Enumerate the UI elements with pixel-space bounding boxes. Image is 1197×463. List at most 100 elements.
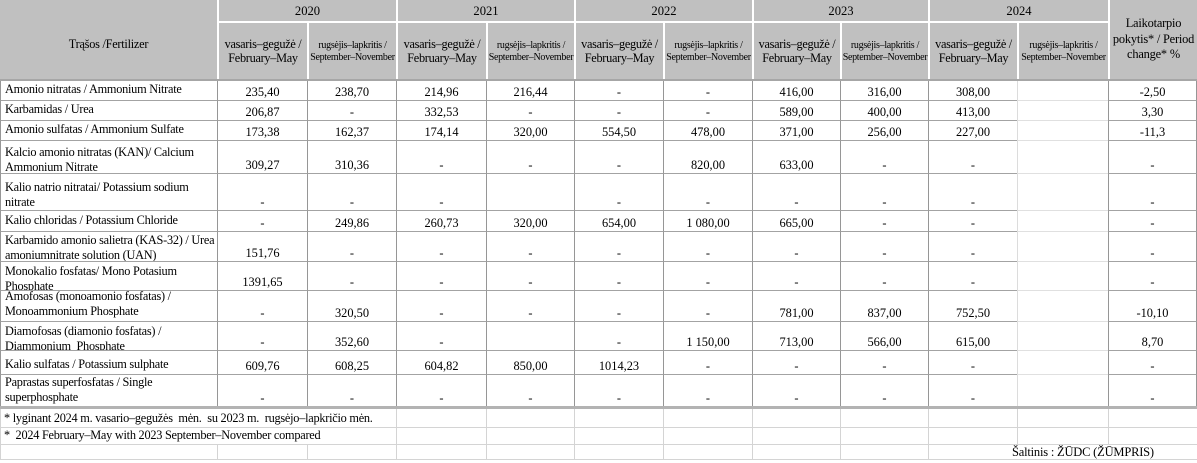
gridline: [663, 444, 664, 459]
value-cell: -: [928, 231, 1017, 261]
value-cell: [1017, 173, 1108, 210]
season-header-2021-sep-nov: rugsėjis–lapkritis / September–November: [486, 23, 574, 79]
value-cell: -: [486, 231, 574, 261]
fertilizer-name: Amofosas (monoamonio fosfatas) / Monoamm…: [0, 290, 217, 321]
season-header-2024-sep-nov: rugsėjis–lapkritis / September–November: [1017, 23, 1108, 79]
value-cell: [486, 173, 574, 210]
value-cell: 173,38: [217, 120, 307, 140]
fertilizer-name: Monokalio fosfatas/ Mono Potasium Phosph…: [0, 261, 217, 290]
value-cell: -: [574, 173, 663, 210]
fertilizer-name: Paprastas superfosfatas / Single superph…: [0, 374, 217, 406]
value-cell: 837,00: [840, 290, 928, 321]
fertilizer-name: Kalio sulfatas / Potassium sulphate: [0, 350, 217, 374]
source-note: Šaltinis : ŽŪDC (ŽŪMPRIS): [1012, 444, 1154, 459]
gridline: [0, 427, 1197, 428]
value-cell: 589,00: [752, 100, 840, 120]
value-cell: -: [486, 290, 574, 321]
season-header-2022-sep-nov: rugsėjis–lapkritis / September–November: [663, 23, 752, 79]
value-cell: 850,00: [486, 350, 574, 374]
value-cell: 554,50: [574, 120, 663, 140]
gridline: [928, 409, 929, 427]
table-footer: * lyginant 2024 m. vasario–gegužės mėn. …: [0, 409, 1197, 463]
gridline: [0, 444, 1, 459]
value-cell: 320,50: [307, 290, 396, 321]
value-cell: -: [752, 374, 840, 406]
value-cell: -: [307, 100, 396, 120]
value-cell: [1017, 290, 1108, 321]
gridline: [1017, 409, 1018, 427]
value-cell: 308,00: [928, 81, 1017, 100]
value-cell: -: [574, 261, 663, 290]
value-cell: -: [1108, 210, 1197, 231]
value-cell: 752,50: [928, 290, 1017, 321]
value-cell: -: [928, 261, 1017, 290]
fertilizer-name: Diamofosas (diamonio fosfatas) / Diammon…: [0, 321, 217, 350]
value-cell: -: [1108, 173, 1197, 210]
gridline: [1108, 409, 1109, 427]
value-cell: 235,40: [217, 81, 307, 100]
value-cell: [486, 321, 574, 350]
value-cell: 260,73: [396, 210, 486, 231]
value-cell: 151,76: [217, 231, 307, 261]
gridline: [840, 444, 841, 459]
value-cell: -: [928, 374, 1017, 406]
value-cell: 227,00: [928, 120, 1017, 140]
value-cell: [1017, 100, 1108, 120]
value-cell: -: [486, 100, 574, 120]
value-cell: -: [840, 210, 928, 231]
value-cell: 820,00: [663, 140, 752, 173]
value-cell: 162,37: [307, 120, 396, 140]
gridline: [574, 427, 575, 444]
value-cell: 216,44: [486, 81, 574, 100]
footnote-lt: * lyginant 2024 m. vasario–gegužės mėn. …: [4, 410, 373, 425]
gridline: [486, 444, 487, 459]
value-cell: 256,00: [840, 120, 928, 140]
value-cell: -: [396, 261, 486, 290]
value-cell: -: [396, 374, 486, 406]
value-cell: [1017, 321, 1108, 350]
value-cell: [1017, 374, 1108, 406]
gridline: [396, 427, 397, 444]
value-cell: 615,00: [928, 321, 1017, 350]
season-header-2024-feb-may: vasaris–gegužė / February–May: [928, 23, 1017, 79]
fertilizer-name: Karbamidas / Urea: [0, 100, 217, 120]
season-header-2023-feb-may: vasaris–gegužė / February–May: [752, 23, 840, 79]
value-cell: -: [574, 140, 663, 173]
value-cell: -: [663, 100, 752, 120]
gridline: [663, 427, 664, 444]
value-cell: 566,00: [840, 321, 928, 350]
value-cell: -: [840, 261, 928, 290]
value-cell: -: [396, 290, 486, 321]
gridline: [928, 444, 929, 459]
value-cell: -: [217, 173, 307, 210]
period-change-column-header: Laikotarpio pokytis* / Period change* %: [1108, 0, 1197, 79]
value-cell: 1014,23: [574, 350, 663, 374]
value-cell: [1017, 140, 1108, 173]
value-cell: 8,70: [1108, 321, 1197, 350]
value-cell: -: [217, 210, 307, 231]
fertilizer-name: Amonio nitratas / Ammonium Nitrate: [0, 81, 217, 100]
value-cell: -: [396, 321, 486, 350]
value-cell: 633,00: [752, 140, 840, 173]
gridline: [574, 444, 575, 459]
gridline: [1017, 427, 1018, 444]
value-cell: 320,00: [486, 210, 574, 231]
year-header-2024: 2024: [928, 0, 1108, 23]
value-cell: 1391,65: [217, 261, 307, 290]
gridline: [663, 409, 664, 427]
gridline: [752, 444, 753, 459]
value-cell: 371,00: [752, 120, 840, 140]
value-cell: -: [1108, 350, 1197, 374]
value-cell: 3,30: [1108, 100, 1197, 120]
value-cell: [1017, 120, 1108, 140]
value-cell: -: [663, 81, 752, 100]
value-cell: -: [574, 290, 663, 321]
value-cell: 238,70: [307, 81, 396, 100]
value-cell: 174,14: [396, 120, 486, 140]
fertilizer-name: Amonio sulfatas / Ammonium Sulfate: [0, 120, 217, 140]
value-cell: -: [486, 261, 574, 290]
gridline: [0, 444, 1197, 445]
value-cell: -: [752, 231, 840, 261]
year-header-2023: 2023: [752, 0, 928, 23]
